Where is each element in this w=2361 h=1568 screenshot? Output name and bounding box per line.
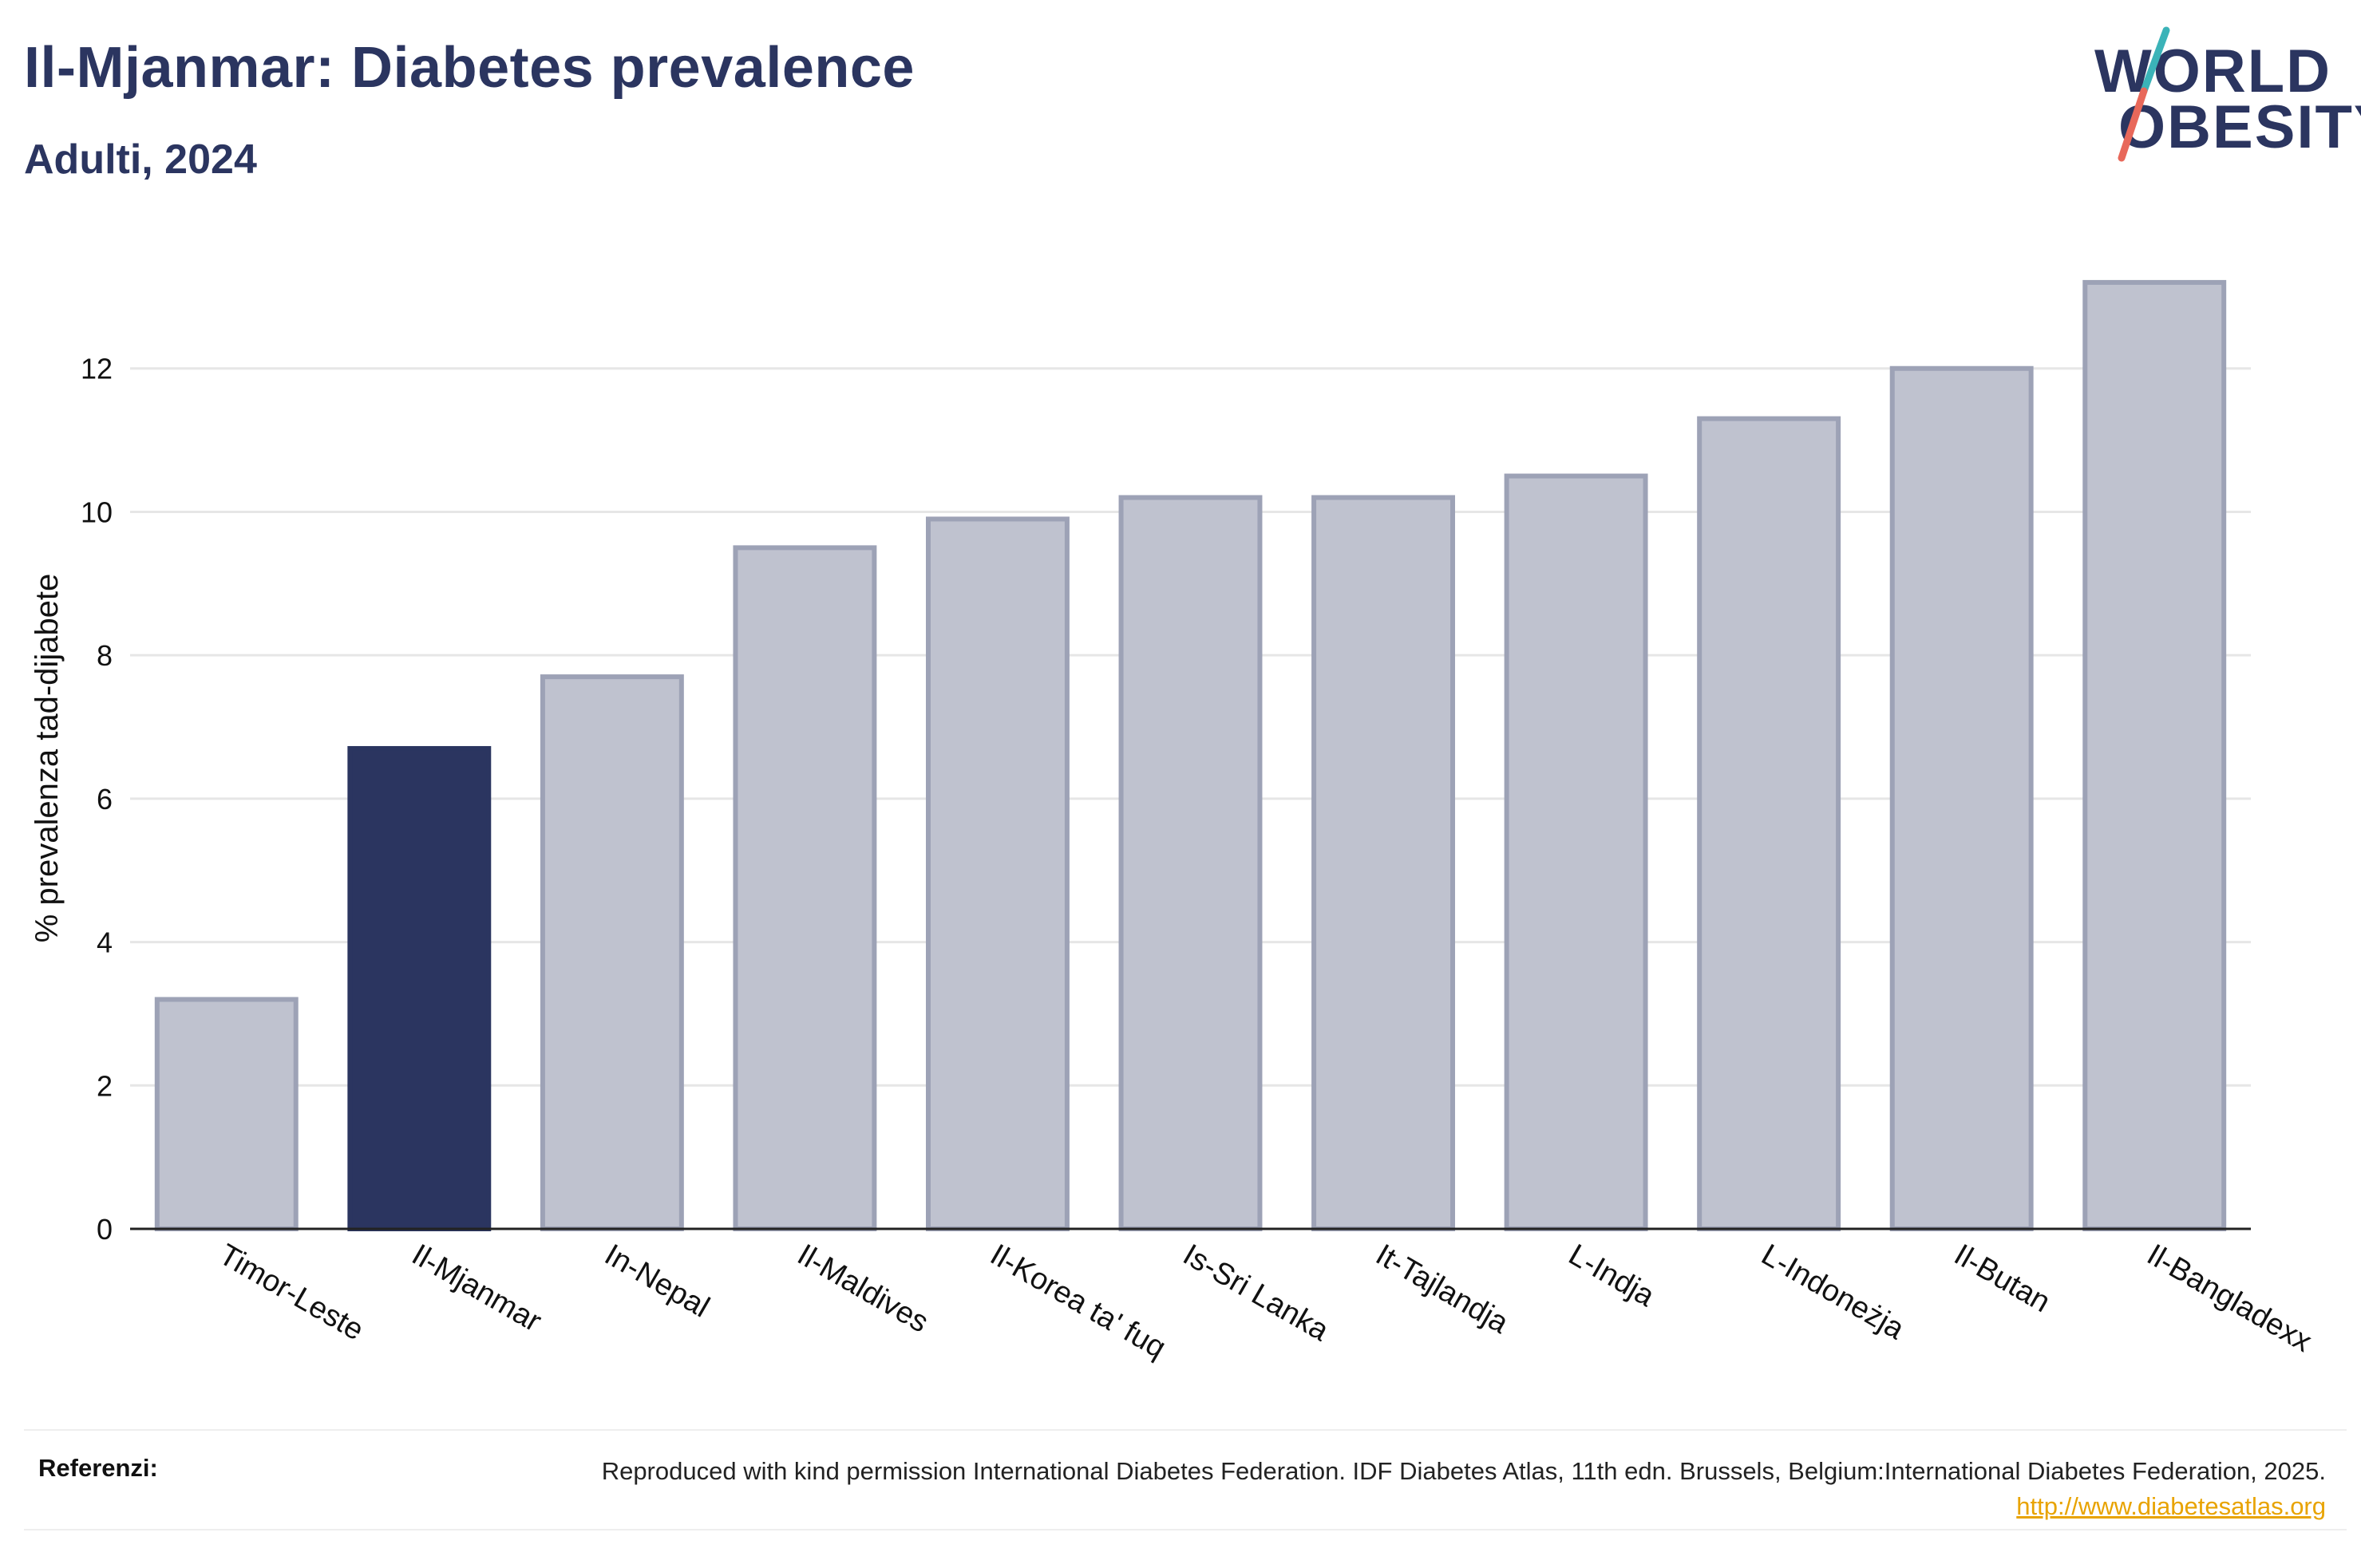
x-tick-label: Il-Mjanmar xyxy=(406,1238,548,1338)
chart-title: Il-Mjanmar: Diabetes prevalence xyxy=(24,36,915,100)
bar-4[interactable] xyxy=(925,516,1070,1231)
footer-bottom-divider xyxy=(24,1529,2347,1530)
y-tick-label: 6 xyxy=(97,783,113,816)
y-tick-label: 4 xyxy=(97,926,113,959)
bar-3[interactable] xyxy=(733,545,877,1231)
y-tick-label: 12 xyxy=(81,353,113,385)
bar-1[interactable] xyxy=(347,745,492,1231)
chart-subtitle: Adulti, 2024 xyxy=(24,136,257,183)
world-obesity-logo: WORLD OBESITY xyxy=(2083,24,2361,168)
y-tick-label: 2 xyxy=(97,1069,113,1102)
y-tick-label: 0 xyxy=(97,1213,113,1246)
references-text: Reproduced with kind permission Internat… xyxy=(570,1454,2326,1524)
x-tick-label: In-Nepal xyxy=(599,1238,714,1324)
x-tick-label: Il-Korea ta' fuq xyxy=(984,1238,1171,1365)
logo-word-obesity: OBESITY xyxy=(2118,93,2361,161)
bar-5[interactable] xyxy=(1118,495,1263,1231)
bar-0[interactable] xyxy=(154,997,299,1231)
bar-chart: 0 2 4 6 8 10 12 Timor-Leste Il-Mjanmar In-Nepal Il… xyxy=(30,279,2317,1365)
bar-6[interactable] xyxy=(1311,495,1456,1231)
x-tick-label: Il-Maldives xyxy=(792,1238,934,1339)
references-label: Referenzi: xyxy=(38,1454,158,1482)
x-tick-label: Il-Bangladexx xyxy=(2142,1238,2317,1358)
logo-word-world: WORLD xyxy=(2094,38,2332,105)
x-tick-label: It-Tajlandja xyxy=(1370,1238,1515,1341)
y-tick-label: 8 xyxy=(97,639,113,672)
footer-top-divider xyxy=(24,1429,2347,1431)
bar-8[interactable] xyxy=(1697,416,1841,1231)
y-tick-label: 10 xyxy=(81,496,113,528)
x-tick-label: Is-Sri Lanka xyxy=(1177,1238,1335,1348)
y-axis-title: % prevalenza tad-dijabete xyxy=(30,574,65,943)
diabetes-atlas-link[interactable]: http://www.diabetesatlas.org xyxy=(2016,1492,2326,1520)
x-tick-label: L-Indja xyxy=(1563,1238,1660,1313)
bar-7[interactable] xyxy=(1504,473,1648,1231)
x-tick-label: Il-Butan xyxy=(1948,1238,2055,1319)
bar-9[interactable] xyxy=(1889,365,2034,1231)
bar-10[interactable] xyxy=(2082,279,2227,1231)
references-citation: Reproduced with kind permission Internat… xyxy=(601,1457,2326,1485)
bar-2[interactable] xyxy=(540,674,684,1231)
x-tick-label: L-Indoneżja xyxy=(1756,1238,1911,1346)
x-tick-label: Timor-Leste xyxy=(213,1238,369,1347)
logo-slash-icon xyxy=(2118,26,2170,162)
